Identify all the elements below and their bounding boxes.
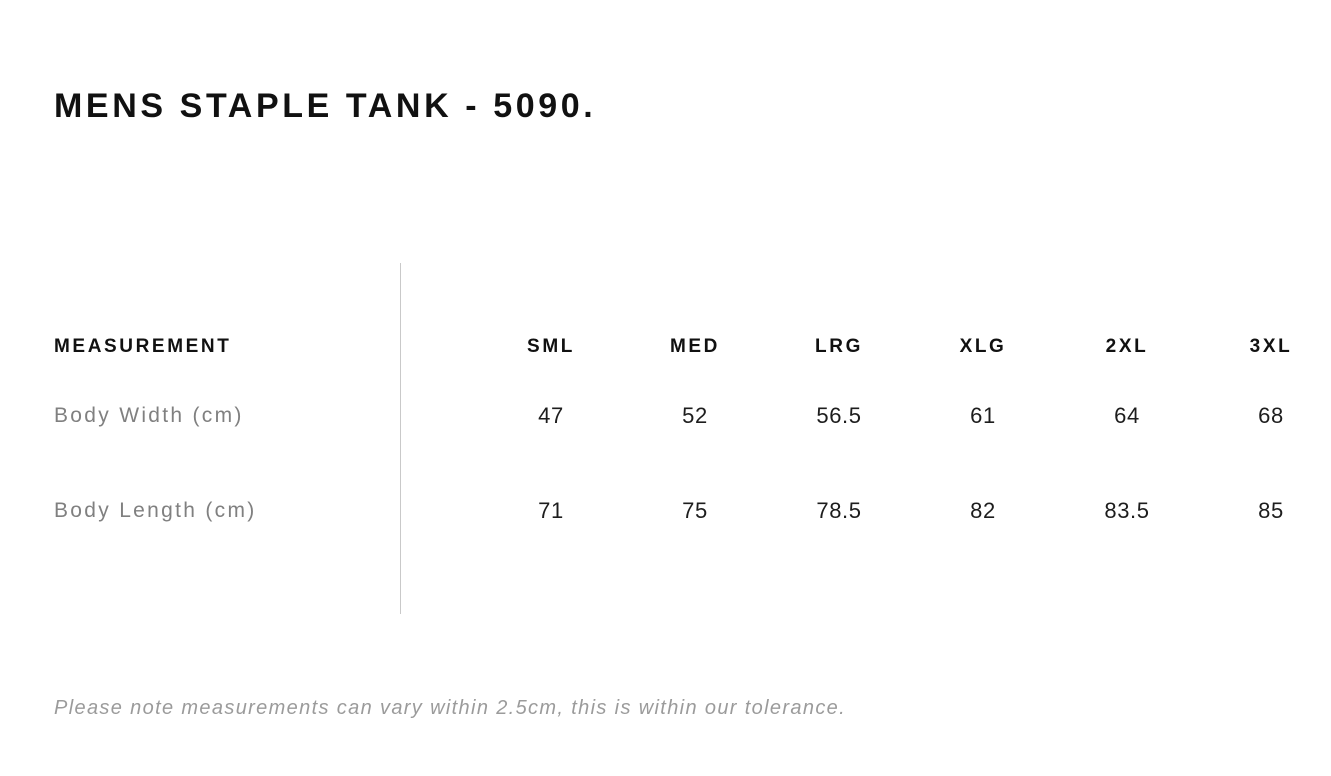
page-title: MENS STAPLE TANK - 5090. bbox=[54, 87, 597, 125]
column-header-lrg: LRG bbox=[815, 336, 863, 357]
column-header-med: MED bbox=[669, 336, 721, 357]
column-header-xlg: XLG bbox=[959, 336, 1007, 357]
cell-body-length-med: 75 bbox=[682, 497, 708, 523]
table-row: Body Length (cm) 71 75 78.5 82 83.5 85 bbox=[54, 463, 1331, 558]
cell-body-length-3xl: 85 bbox=[1258, 497, 1284, 523]
cell-body-width-sml: 47 bbox=[538, 402, 564, 428]
cell-body-width-3xl: 68 bbox=[1258, 402, 1284, 428]
column-header-sml: SML bbox=[527, 336, 575, 357]
vertical-divider bbox=[400, 263, 401, 614]
row-label-body-width: Body Width (cm) bbox=[54, 403, 244, 427]
cell-body-length-lrg: 78.5 bbox=[816, 497, 862, 523]
size-chart-table: MEASUREMENT SML MED LRG XLG 2XL 3XL Body… bbox=[54, 326, 1331, 558]
cell-body-length-sml: 71 bbox=[538, 497, 564, 523]
cell-body-length-xlg: 82 bbox=[970, 497, 996, 523]
cell-body-length-2xl: 83.5 bbox=[1104, 497, 1150, 523]
cell-body-width-2xl: 64 bbox=[1114, 402, 1140, 428]
column-header-measurement: MEASUREMENT bbox=[54, 336, 232, 357]
cell-body-width-xlg: 61 bbox=[970, 402, 996, 428]
cell-body-width-med: 52 bbox=[682, 402, 708, 428]
table-row: Body Width (cm) 47 52 56.5 61 64 68 bbox=[54, 368, 1331, 463]
column-header-3xl: 3XL bbox=[1249, 336, 1293, 357]
cell-body-width-lrg: 56.5 bbox=[816, 402, 862, 428]
table-header-row: MEASUREMENT SML MED LRG XLG 2XL 3XL bbox=[54, 326, 1331, 368]
tolerance-note: Please note measurements can vary within… bbox=[54, 697, 847, 719]
row-label-body-length: Body Length (cm) bbox=[54, 498, 257, 522]
column-header-2xl: 2XL bbox=[1105, 336, 1149, 357]
